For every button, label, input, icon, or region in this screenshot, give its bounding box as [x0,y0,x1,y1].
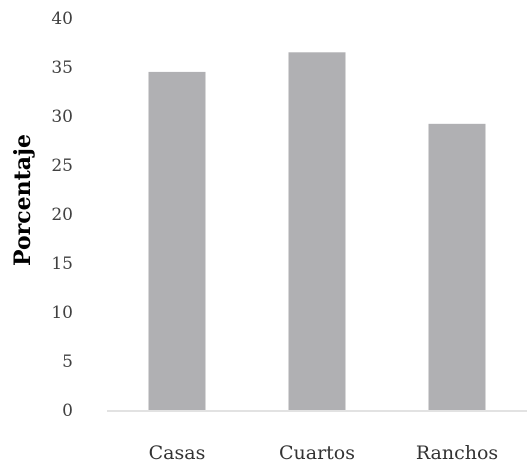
y-axis-ticks: 0 5 10 15 20 25 30 35 40 [51,9,73,421]
y-tick-label: 0 [62,401,73,421]
x-axis-labels: Casas Cuartos Ranchos [149,442,499,464]
y-tick-label: 20 [51,205,73,225]
bar-casas [148,71,206,411]
y-tick-label: 40 [51,9,73,29]
y-tick-label: 15 [51,254,73,274]
y-tick-label: 5 [62,352,73,372]
bar-ranchos [428,123,486,410]
x-category-label: Ranchos [416,442,498,464]
y-tick-label: 10 [51,303,73,323]
y-tick-label: 35 [51,58,73,78]
x-category-label: Cuartos [279,442,355,464]
y-tick-label: 30 [51,107,73,127]
x-category-label: Casas [149,442,206,464]
bars-group [148,52,486,411]
bar-cuartos [288,52,346,411]
y-tick-label: 25 [51,156,73,176]
y-axis-title: Porcentaje [10,134,36,266]
